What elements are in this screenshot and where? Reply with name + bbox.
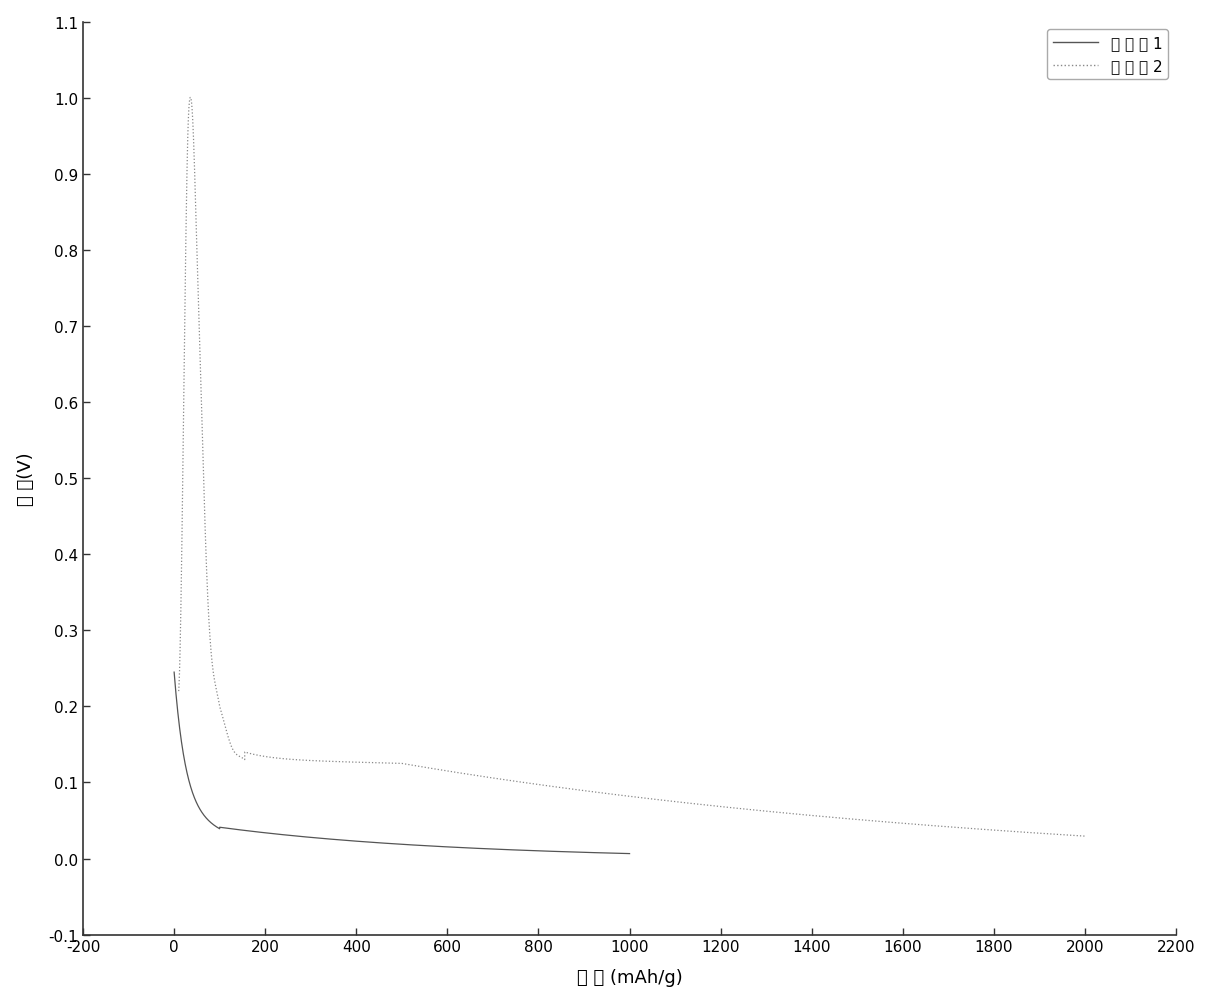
实 施 例 2 [669,795,684,807]
实 施 例 2 [183,92,198,104]
实 施 例 1 [253,826,268,839]
实 施 例 2 [814,810,829,822]
实 施 例 1 [292,830,307,843]
实 施 例 2 [224,739,239,751]
实 施 例 1 [167,666,182,678]
Y-axis label: 电 压(V): 电 压(V) [17,452,35,506]
实 施 例 2 [171,685,185,697]
实 施 例 2 [961,822,976,834]
实 施 例 1 [622,848,636,860]
实 施 例 2 [236,753,251,765]
实 施 例 1 [189,796,204,808]
X-axis label: 容 量 (mAh/g): 容 量 (mAh/g) [577,968,682,986]
实 施 例 1 [419,840,434,852]
Line: 实 施 例 2: 实 施 例 2 [178,98,1085,837]
实 施 例 2 [1077,830,1092,843]
实 施 例 2 [273,752,287,764]
实 施 例 1 [470,843,485,855]
实 施 例 1 [473,843,487,855]
Legend: 实 施 例 1, 实 施 例 2: 实 施 例 1, 实 施 例 2 [1046,30,1168,80]
Line: 实 施 例 1: 实 施 例 1 [175,672,629,854]
